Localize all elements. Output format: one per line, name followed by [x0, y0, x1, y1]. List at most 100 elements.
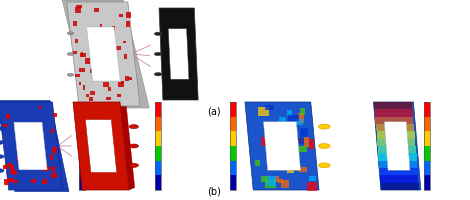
Polygon shape: [120, 100, 135, 190]
Bar: [288, 115, 299, 121]
Bar: [81, 52, 83, 57]
Bar: [424, 102, 431, 117]
Bar: [83, 85, 85, 90]
Bar: [94, 75, 100, 78]
Bar: [379, 161, 417, 168]
Bar: [52, 166, 55, 172]
Bar: [230, 102, 236, 190]
Bar: [271, 130, 282, 139]
Bar: [90, 47, 92, 53]
Circle shape: [154, 32, 162, 35]
Bar: [230, 102, 236, 117]
Bar: [255, 160, 260, 166]
Polygon shape: [86, 120, 117, 172]
Bar: [125, 54, 127, 59]
Circle shape: [318, 143, 330, 149]
Circle shape: [0, 141, 4, 144]
Circle shape: [67, 32, 74, 35]
Bar: [258, 107, 269, 116]
Bar: [155, 102, 161, 190]
Bar: [6, 114, 10, 119]
Bar: [380, 168, 418, 175]
Bar: [155, 131, 161, 146]
Bar: [299, 108, 305, 115]
Bar: [78, 102, 85, 117]
Bar: [73, 51, 77, 54]
Bar: [155, 117, 161, 131]
Bar: [274, 176, 279, 182]
Bar: [378, 153, 416, 161]
Bar: [123, 41, 126, 43]
Bar: [155, 146, 161, 161]
Bar: [304, 137, 309, 147]
Polygon shape: [86, 27, 120, 81]
Bar: [103, 82, 109, 87]
Bar: [50, 154, 53, 160]
Bar: [13, 180, 18, 183]
Bar: [86, 94, 89, 97]
Bar: [295, 119, 303, 125]
Bar: [377, 139, 415, 146]
Polygon shape: [245, 102, 319, 190]
Bar: [51, 129, 54, 133]
Circle shape: [129, 163, 139, 167]
Bar: [374, 102, 412, 109]
Polygon shape: [384, 122, 410, 170]
Polygon shape: [0, 100, 69, 192]
Bar: [90, 91, 94, 95]
Circle shape: [154, 73, 162, 76]
Bar: [380, 175, 418, 183]
Bar: [230, 146, 236, 161]
Bar: [37, 126, 39, 129]
Bar: [267, 176, 276, 186]
Bar: [80, 53, 86, 57]
Bar: [16, 128, 22, 132]
Bar: [298, 113, 304, 123]
Bar: [281, 180, 289, 188]
Circle shape: [318, 163, 330, 168]
Bar: [287, 110, 291, 116]
Polygon shape: [67, 2, 140, 106]
Bar: [230, 117, 236, 131]
Bar: [278, 179, 283, 183]
Bar: [298, 146, 307, 152]
Bar: [78, 131, 85, 146]
Bar: [100, 24, 102, 28]
Bar: [125, 76, 129, 81]
Bar: [288, 145, 298, 149]
Bar: [273, 126, 283, 131]
Bar: [376, 117, 414, 124]
Bar: [10, 169, 15, 174]
Bar: [424, 146, 431, 161]
Polygon shape: [374, 102, 421, 190]
Bar: [381, 183, 419, 190]
Bar: [279, 117, 286, 124]
Bar: [10, 178, 14, 181]
Polygon shape: [73, 102, 129, 190]
Bar: [75, 39, 78, 43]
Polygon shape: [168, 29, 189, 79]
Circle shape: [0, 169, 4, 172]
Bar: [77, 5, 81, 8]
Bar: [79, 82, 81, 85]
Text: (a): (a): [207, 107, 220, 117]
Bar: [298, 167, 307, 172]
Bar: [78, 146, 85, 161]
Polygon shape: [0, 102, 63, 190]
Polygon shape: [159, 8, 198, 100]
Bar: [307, 182, 317, 191]
Bar: [3, 124, 8, 127]
Bar: [424, 131, 431, 146]
Bar: [16, 130, 21, 134]
Bar: [31, 179, 36, 183]
Bar: [230, 131, 236, 146]
Polygon shape: [14, 122, 47, 170]
Bar: [26, 164, 31, 169]
Bar: [294, 138, 304, 144]
Bar: [265, 179, 276, 188]
Bar: [265, 105, 274, 110]
Bar: [378, 146, 416, 153]
Polygon shape: [264, 122, 300, 170]
Bar: [424, 117, 431, 131]
Bar: [108, 31, 110, 37]
